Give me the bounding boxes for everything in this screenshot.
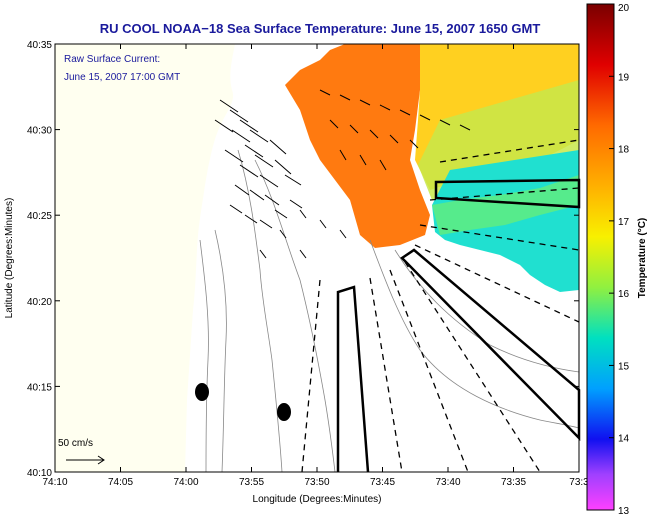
station-marker-1 xyxy=(195,383,209,401)
x-tick-label: 74:00 xyxy=(173,477,198,488)
y-tick-label: 40:20 xyxy=(27,297,52,308)
map-panel xyxy=(54,43,581,473)
x-tick-label: 73:40 xyxy=(435,477,460,488)
colorbar-tick-label: 16 xyxy=(618,289,630,300)
colorbar-tick-label: 14 xyxy=(618,434,630,445)
y-axis-ticks: 40:35 40:30 40:25 40:20 40:15 40:10 xyxy=(27,40,579,479)
y-axis-label: Latitude (Degrees:Minutes) xyxy=(4,198,15,319)
x-axis-label: Longitude (Degrees:Minutes) xyxy=(253,494,382,505)
sst-warm-patch xyxy=(285,44,430,248)
inset-label-line1: Raw Surface Current: xyxy=(64,54,160,65)
x-tick-label: 73:50 xyxy=(304,477,329,488)
x-tick-label: 73:45 xyxy=(370,477,395,488)
colorbar-ticks: 20 19 18 17 16 15 14 13 xyxy=(609,3,630,517)
colorbar-tick-label: 18 xyxy=(618,145,630,156)
station-marker-2 xyxy=(277,403,291,421)
y-tick-label: 40:25 xyxy=(27,211,52,222)
x-tick-label: 73:35 xyxy=(501,477,526,488)
land-area xyxy=(55,44,235,472)
x-tick-label: 74:05 xyxy=(108,477,133,488)
sst-green-fringe xyxy=(432,175,579,235)
y-tick-label: 40:15 xyxy=(27,382,52,393)
scale-arrow xyxy=(66,455,105,465)
x-tick-label: 73:3 xyxy=(569,477,589,488)
scale-label: 50 cm/s xyxy=(58,438,93,449)
y-tick-label: 40:10 xyxy=(27,468,52,479)
y-tick-label: 40:30 xyxy=(27,126,52,137)
x-axis-ticks: 74:10 74:05 74:00 73:55 73:50 73:45 73:40 73:35… xyxy=(42,44,589,488)
y-tick-label: 40:35 xyxy=(27,40,52,51)
inset-label-line2: June 15, 2007 17:00 GMT xyxy=(64,72,180,83)
colorbar-label: Temperature (°C) xyxy=(637,218,648,299)
colorbar-tick-label: 15 xyxy=(618,361,630,372)
colorbar xyxy=(586,3,615,511)
current-vectors xyxy=(214,89,471,259)
colorbar-tick-label: 20 xyxy=(618,3,630,14)
colorbar-tick-label: 13 xyxy=(618,506,630,517)
colorbar-tick-label: 17 xyxy=(618,217,630,228)
x-tick-label: 73:55 xyxy=(239,477,264,488)
figure-title: RU COOL NOAA−18 Sea Surface Temperature:… xyxy=(100,21,541,36)
colorbar-tick-label: 19 xyxy=(618,72,630,83)
x-tick-label: 74:10 xyxy=(42,477,67,488)
dashed-transects xyxy=(301,139,580,473)
